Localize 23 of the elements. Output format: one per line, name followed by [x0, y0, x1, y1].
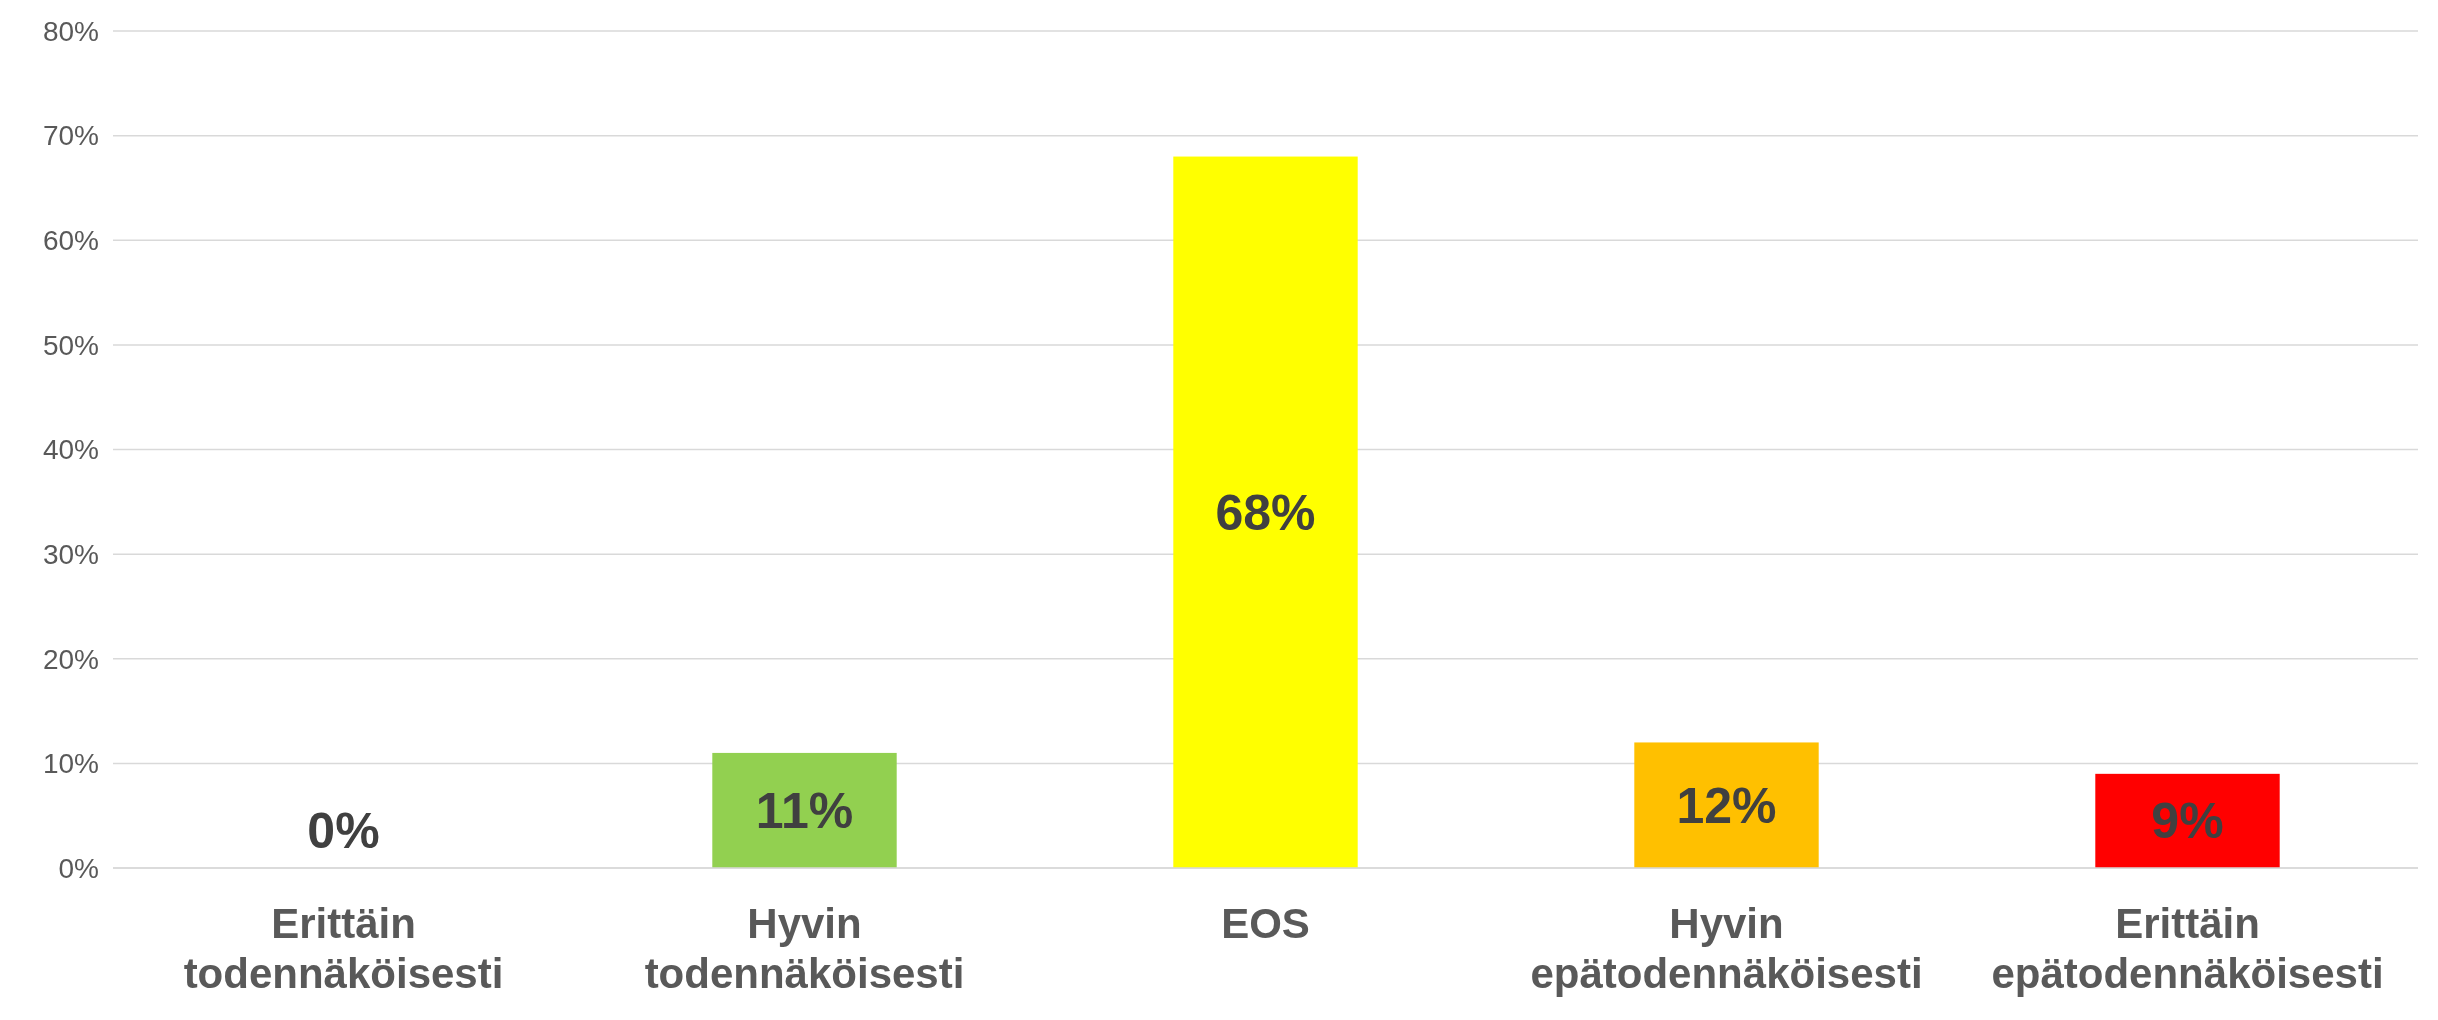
y-tick-label: 50%	[42, 329, 99, 361]
data-label: 0%	[307, 802, 380, 859]
bar	[2095, 773, 2280, 868]
x-tick-label: Erittäin epätodennäköisesti	[1991, 900, 2384, 997]
x-tick-label: Hyvin epätodennäköisesti	[1530, 900, 1923, 997]
y-tick-label: 30%	[42, 538, 99, 570]
x-tick-label: EOS	[1221, 900, 1310, 947]
x-tick-label: Erittäin todennäköisesti	[183, 900, 504, 997]
data-label: 12%	[1676, 777, 1777, 834]
y-tick-label: 70%	[42, 120, 99, 152]
bar	[1173, 156, 1358, 868]
bar	[712, 752, 897, 868]
y-tick-label: 40%	[42, 434, 99, 466]
y-tick-label: 20%	[42, 643, 99, 675]
data-label: 9%	[2151, 793, 2224, 850]
y-tick-label: 10%	[42, 748, 99, 780]
bar	[1634, 742, 1819, 868]
y-tick-label: 80%	[42, 15, 99, 47]
x-tick-label: Hyvin todennäköisesti	[644, 900, 965, 997]
y-tick-label: 60%	[42, 225, 99, 257]
data-label: 11%	[755, 782, 854, 839]
data-label: 68%	[1215, 484, 1316, 541]
y-tick-label: 0%	[58, 852, 99, 884]
